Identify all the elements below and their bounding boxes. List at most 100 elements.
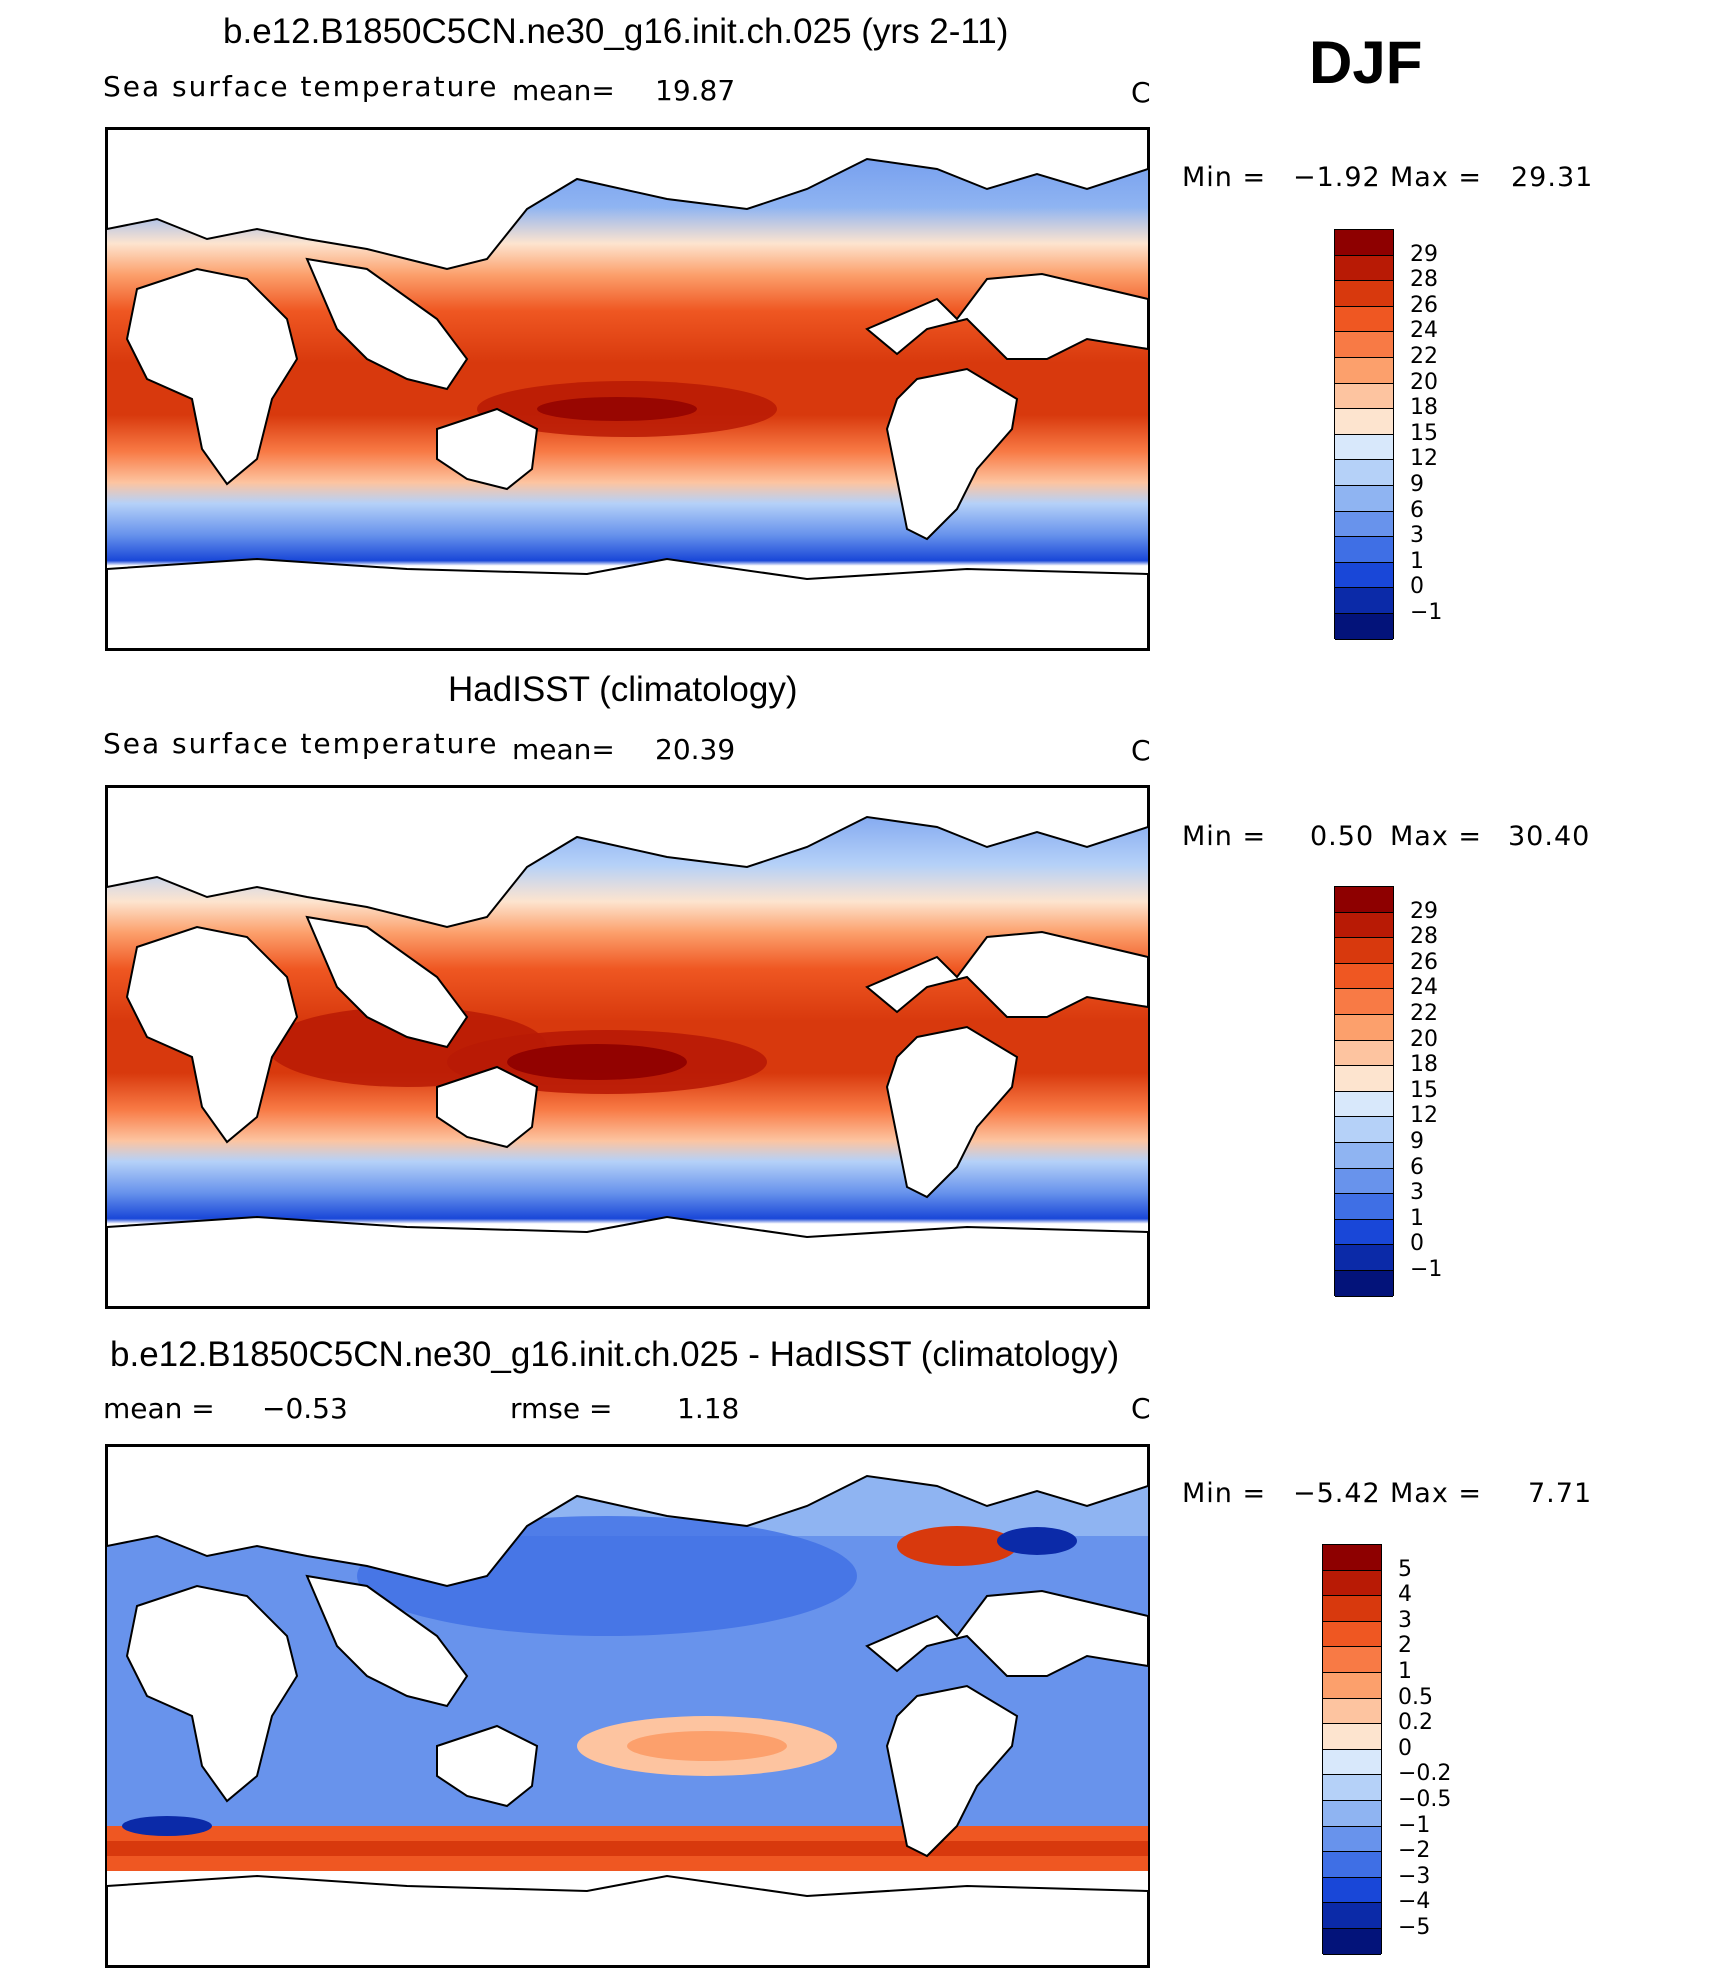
colorbar-swatches <box>1322 1544 1382 1955</box>
map-plot <box>105 127 1150 651</box>
colorbar-segment <box>1335 588 1393 614</box>
colorbar-segment <box>1335 537 1393 563</box>
colorbar-segment <box>1335 1040 1393 1067</box>
colorbar-segment <box>1335 486 1393 512</box>
colorbar-segment <box>1335 460 1393 486</box>
colorbar-tick-label: 20 <box>1410 369 1438 395</box>
colorbar-segment <box>1323 1621 1381 1648</box>
mean-label: mean = <box>103 1392 215 1425</box>
rmse-value: 1.18 <box>677 1392 740 1425</box>
colorbar-segment <box>1335 409 1393 435</box>
sst-field-map <box>107 787 1148 1307</box>
colorbar-tick-label: 22 <box>1410 344 1438 369</box>
colorbar: 5 4 3 2 1 0.5 0.2 0 −0.2 −0.5 −1 −2 −3 −4 −5 <box>1322 1544 1462 1955</box>
colorbar-segment <box>1323 1596 1381 1622</box>
colorbar-segment <box>1335 306 1393 333</box>
colorbar-tick-label: 5 <box>1398 1556 1412 1582</box>
colorbar-segment <box>1323 1929 1381 1955</box>
colorbar-tick-label: 18 <box>1410 1052 1438 1078</box>
colorbar-segment <box>1335 1091 1393 1118</box>
max-label: Max = <box>1390 821 1483 852</box>
colorbar-segment <box>1323 1852 1381 1878</box>
colorbar-segment <box>1323 1545 1381 1571</box>
rmse-label: rmse = <box>510 1392 613 1425</box>
colorbar-segment <box>1335 1143 1393 1169</box>
colorbar-segment <box>1335 614 1393 640</box>
colorbar-segment <box>1335 989 1393 1015</box>
colorbar-tick-label: 3 <box>1398 1607 1412 1633</box>
colorbar-tick-label: 15 <box>1410 420 1438 446</box>
colorbar-tick-label: −0.2 <box>1398 1761 1452 1787</box>
max-value: 7.71 <box>1528 1478 1593 1509</box>
colorbar-segment <box>1335 1168 1393 1195</box>
colorbar-tick-label: 1 <box>1398 1659 1412 1684</box>
colorbar-tick-label: 3 <box>1410 523 1424 549</box>
min-label: Min = <box>1182 821 1267 852</box>
mean-label: mean= <box>512 733 615 766</box>
mean-value: −0.53 <box>262 1392 348 1425</box>
colorbar-tick-label: 4 <box>1398 1582 1412 1608</box>
colorbar-tick-label: −1 <box>1410 1257 1443 1282</box>
colorbar-segment <box>1335 887 1393 913</box>
mean-value: 20.39 <box>655 733 736 766</box>
colorbar-tick-label: 18 <box>1410 395 1438 421</box>
variable-label: Sea surface temperature <box>103 70 499 103</box>
colorbar-tick-label: 12 <box>1410 446 1438 472</box>
sst-difference-map <box>107 1446 1148 1966</box>
max-value: 30.40 <box>1508 821 1591 852</box>
colorbar-tick-label: −1 <box>1398 1812 1431 1838</box>
colorbar-segment <box>1335 230 1393 256</box>
colorbar-segment <box>1335 358 1393 384</box>
colorbar-segment <box>1335 1117 1393 1143</box>
sst-field-map <box>107 129 1148 649</box>
colorbar-segment <box>1335 912 1393 939</box>
max-value: 29.31 <box>1511 162 1594 193</box>
colorbar-tick-label: 28 <box>1410 924 1438 950</box>
colorbar-tick-label: 12 <box>1410 1103 1438 1129</box>
colorbar-tick-label: 6 <box>1410 497 1424 523</box>
colorbar-tick-label: 1 <box>1410 548 1424 574</box>
colorbar-segment <box>1335 255 1393 282</box>
colorbar-tick-label: 24 <box>1410 975 1438 1001</box>
min-value: −1.92 <box>1293 162 1381 193</box>
colorbar-segment <box>1323 1801 1381 1827</box>
colorbar-tick-label: 24 <box>1410 318 1438 344</box>
units-label: C <box>1131 76 1151 109</box>
colorbar-segment <box>1335 332 1393 358</box>
colorbar-tick-label: 15 <box>1410 1077 1438 1103</box>
min-value: −5.42 <box>1293 1478 1381 1509</box>
colorbar-tick-label: 29 <box>1410 898 1438 924</box>
colorbar-segment <box>1323 1775 1381 1801</box>
colorbar-segment <box>1335 434 1393 461</box>
colorbar-segment <box>1323 1647 1381 1673</box>
colorbar-segment <box>1335 963 1393 990</box>
colorbar-tick-label: 3 <box>1410 1180 1424 1206</box>
colorbar-tick-label: 6 <box>1410 1154 1424 1180</box>
panel-title: b.e12.B1850C5CN.ne30_g16.init.ch.025 - H… <box>110 1335 1120 1374</box>
colorbar-tick-label: −2 <box>1398 1838 1431 1864</box>
colorbar-tick-label: −5 <box>1398 1915 1431 1940</box>
colorbar-tick-label: 0 <box>1410 574 1424 600</box>
colorbar-segment <box>1335 1015 1393 1041</box>
panel-title: b.e12.B1850C5CN.ne30_g16.init.ch.025 (yr… <box>223 12 1009 51</box>
panel-title: HadISST (climatology) <box>448 670 798 709</box>
min-value: 0.50 <box>1310 821 1375 852</box>
colorbar: 29 28 26 24 22 20 18 15 12 9 6 3 1 0 −1 <box>1334 229 1474 640</box>
colorbar-segment <box>1323 1749 1381 1776</box>
colorbar-segment <box>1335 562 1393 589</box>
colorbar-segment <box>1323 1570 1381 1597</box>
colorbar-tick-label: 2 <box>1398 1633 1412 1659</box>
colorbar-segment <box>1323 1698 1381 1725</box>
colorbar-tick-label: 26 <box>1410 292 1438 318</box>
colorbar-segment <box>1335 511 1393 538</box>
colorbar-tick-label: 0.2 <box>1398 1710 1433 1736</box>
colorbar-tick-label: 9 <box>1410 1129 1424 1154</box>
colorbar-tick-label: 28 <box>1410 267 1438 293</box>
colorbar-segment <box>1323 1826 1381 1853</box>
units-label: C <box>1131 734 1151 767</box>
min-label: Min = <box>1182 162 1267 193</box>
colorbar-segment <box>1323 1724 1381 1750</box>
mean-value: 19.87 <box>655 74 736 107</box>
colorbar-tick-label: −0.5 <box>1398 1787 1452 1812</box>
map-plot <box>105 785 1150 1309</box>
